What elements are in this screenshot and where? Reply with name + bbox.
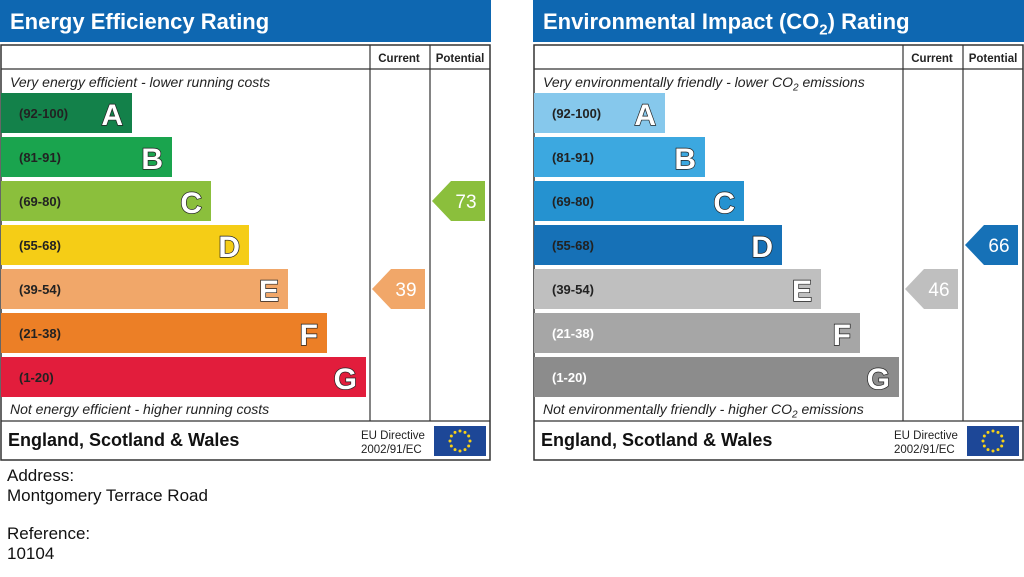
environment-eu-star — [1000, 434, 1004, 438]
environment-band-letter-G: G — [867, 363, 890, 396]
energy-band-letter-D: D — [218, 231, 240, 264]
environment-directive-line1: EU Directive — [894, 430, 958, 442]
energy-band-range-E: (39-54) — [19, 282, 61, 297]
address-value: Montgomery Terrace Road — [7, 486, 208, 505]
environment-band-range-A: (92-100) — [552, 106, 601, 121]
environment-potential-value: 66 — [988, 236, 1009, 257]
energy-eu-star — [453, 448, 457, 452]
environment-band-range-B: (81-91) — [552, 150, 594, 165]
environment-current-header: Current — [911, 53, 953, 65]
environment-panel: Environmental Impact (CO2) Rating Current… — [533, 0, 1024, 461]
environment-top-caption: Very environmentally friendly - lower CO… — [543, 74, 865, 94]
environment-band-D — [534, 225, 782, 265]
energy-region: England, Scotland & Wales — [8, 430, 239, 450]
environment-directive-line2: 2002/91/EC — [894, 444, 955, 456]
reference-value: 10104 — [7, 544, 55, 563]
environment-band-range-D: (55-68) — [552, 238, 594, 253]
environment-eu-star — [991, 429, 995, 433]
environment-band-letter-C: C — [713, 187, 735, 220]
energy-potential-arrow — [432, 181, 485, 221]
energy-potential-header: Potential — [436, 53, 485, 65]
environment-title: Environmental Impact (CO2) Rating — [543, 9, 910, 38]
energy-band-range-D: (55-68) — [19, 238, 61, 253]
address-label: Address: — [7, 466, 75, 485]
environment-band-A — [534, 93, 665, 133]
energy-band-E — [1, 269, 288, 309]
environment-eu-star — [996, 448, 1000, 452]
environment-eu-star — [991, 449, 995, 453]
environment-band-E — [534, 269, 821, 309]
environment-potential-arrow — [965, 225, 1018, 265]
environment-eu-star — [981, 439, 985, 443]
energy-current-arrow — [372, 269, 425, 309]
environment-band-C — [534, 181, 744, 221]
environment-band-range-G: (1-20) — [552, 370, 587, 385]
energy-band-range-G: (1-20) — [19, 370, 54, 385]
reference-label: Reference: — [7, 524, 91, 543]
environment-band-F — [534, 313, 860, 353]
energy-band-range-C: (69-80) — [19, 194, 61, 209]
energy-band-range-F: (21-38) — [19, 326, 61, 341]
energy-band-letter-E: E — [259, 275, 279, 308]
environment-eu-star — [982, 444, 986, 448]
environment-eu-star — [986, 430, 990, 434]
energy-band-F — [1, 313, 327, 353]
energy-eu-star — [449, 434, 453, 438]
energy-band-letter-B: B — [141, 143, 163, 176]
environment-eu-star — [982, 434, 986, 438]
energy-band-range-A: (92-100) — [19, 106, 68, 121]
environment-title-bar — [533, 0, 1024, 42]
energy-title: Energy Efficiency Rating — [10, 9, 269, 34]
energy-band-B — [1, 137, 172, 177]
energy-title-bar — [0, 0, 491, 42]
environment-band-range-C: (69-80) — [552, 194, 594, 209]
environment-potential-header: Potential — [969, 53, 1018, 65]
environment-band-letter-B: B — [674, 143, 696, 176]
energy-band-letter-A: A — [101, 99, 123, 132]
energy-top-caption: Very energy efficient - lower running co… — [10, 74, 270, 90]
energy-eu-star — [458, 449, 462, 453]
energy-directive-line1: EU Directive — [361, 430, 425, 442]
environment-current-value: 46 — [928, 280, 949, 301]
energy-directive-line2: 2002/91/EC — [361, 444, 422, 456]
environment-band-letter-A: A — [634, 99, 656, 132]
energy-band-A — [1, 93, 132, 133]
environment-eu-star — [1000, 444, 1004, 448]
environment-eu-star — [986, 448, 990, 452]
energy-bottom-caption: Not energy efficient - higher running co… — [10, 401, 269, 417]
energy-potential-value: 73 — [455, 192, 476, 213]
energy-eu-star — [467, 434, 471, 438]
energy-panel: Energy Efficiency Rating Current Potential… — [0, 0, 491, 461]
energy-band-letter-G: G — [334, 363, 357, 396]
energy-band-C — [1, 181, 211, 221]
environment-band-range-F: (21-38) — [552, 326, 594, 341]
environment-band-letter-D: D — [751, 231, 773, 264]
energy-eu-star — [463, 430, 467, 434]
energy-band-range-B: (81-91) — [19, 150, 61, 165]
energy-band-letter-F: F — [300, 319, 318, 352]
environment-current-arrow — [905, 269, 958, 309]
energy-eu-star — [453, 430, 457, 434]
environment-band-G — [534, 357, 899, 397]
environment-band-range-E: (39-54) — [552, 282, 594, 297]
energy-band-D — [1, 225, 249, 265]
energy-eu-star — [463, 448, 467, 452]
environment-band-letter-E: E — [792, 275, 812, 308]
environment-band-B — [534, 137, 705, 177]
environment-bottom-caption: Not environmentally friendly - higher CO… — [543, 401, 864, 421]
energy-current-header: Current — [378, 53, 420, 65]
energy-eu-star — [449, 444, 453, 448]
environment-band-letter-F: F — [833, 319, 851, 352]
environment-eu-star — [996, 430, 1000, 434]
energy-eu-star — [467, 444, 471, 448]
environment-eu-star — [1001, 439, 1005, 443]
energy-eu-star — [448, 439, 452, 443]
energy-eu-star — [458, 429, 462, 433]
energy-eu-star — [468, 439, 472, 443]
energy-band-letter-C: C — [180, 187, 202, 220]
energy-band-G — [1, 357, 366, 397]
energy-current-value: 39 — [395, 280, 416, 301]
environment-region: England, Scotland & Wales — [541, 430, 772, 450]
